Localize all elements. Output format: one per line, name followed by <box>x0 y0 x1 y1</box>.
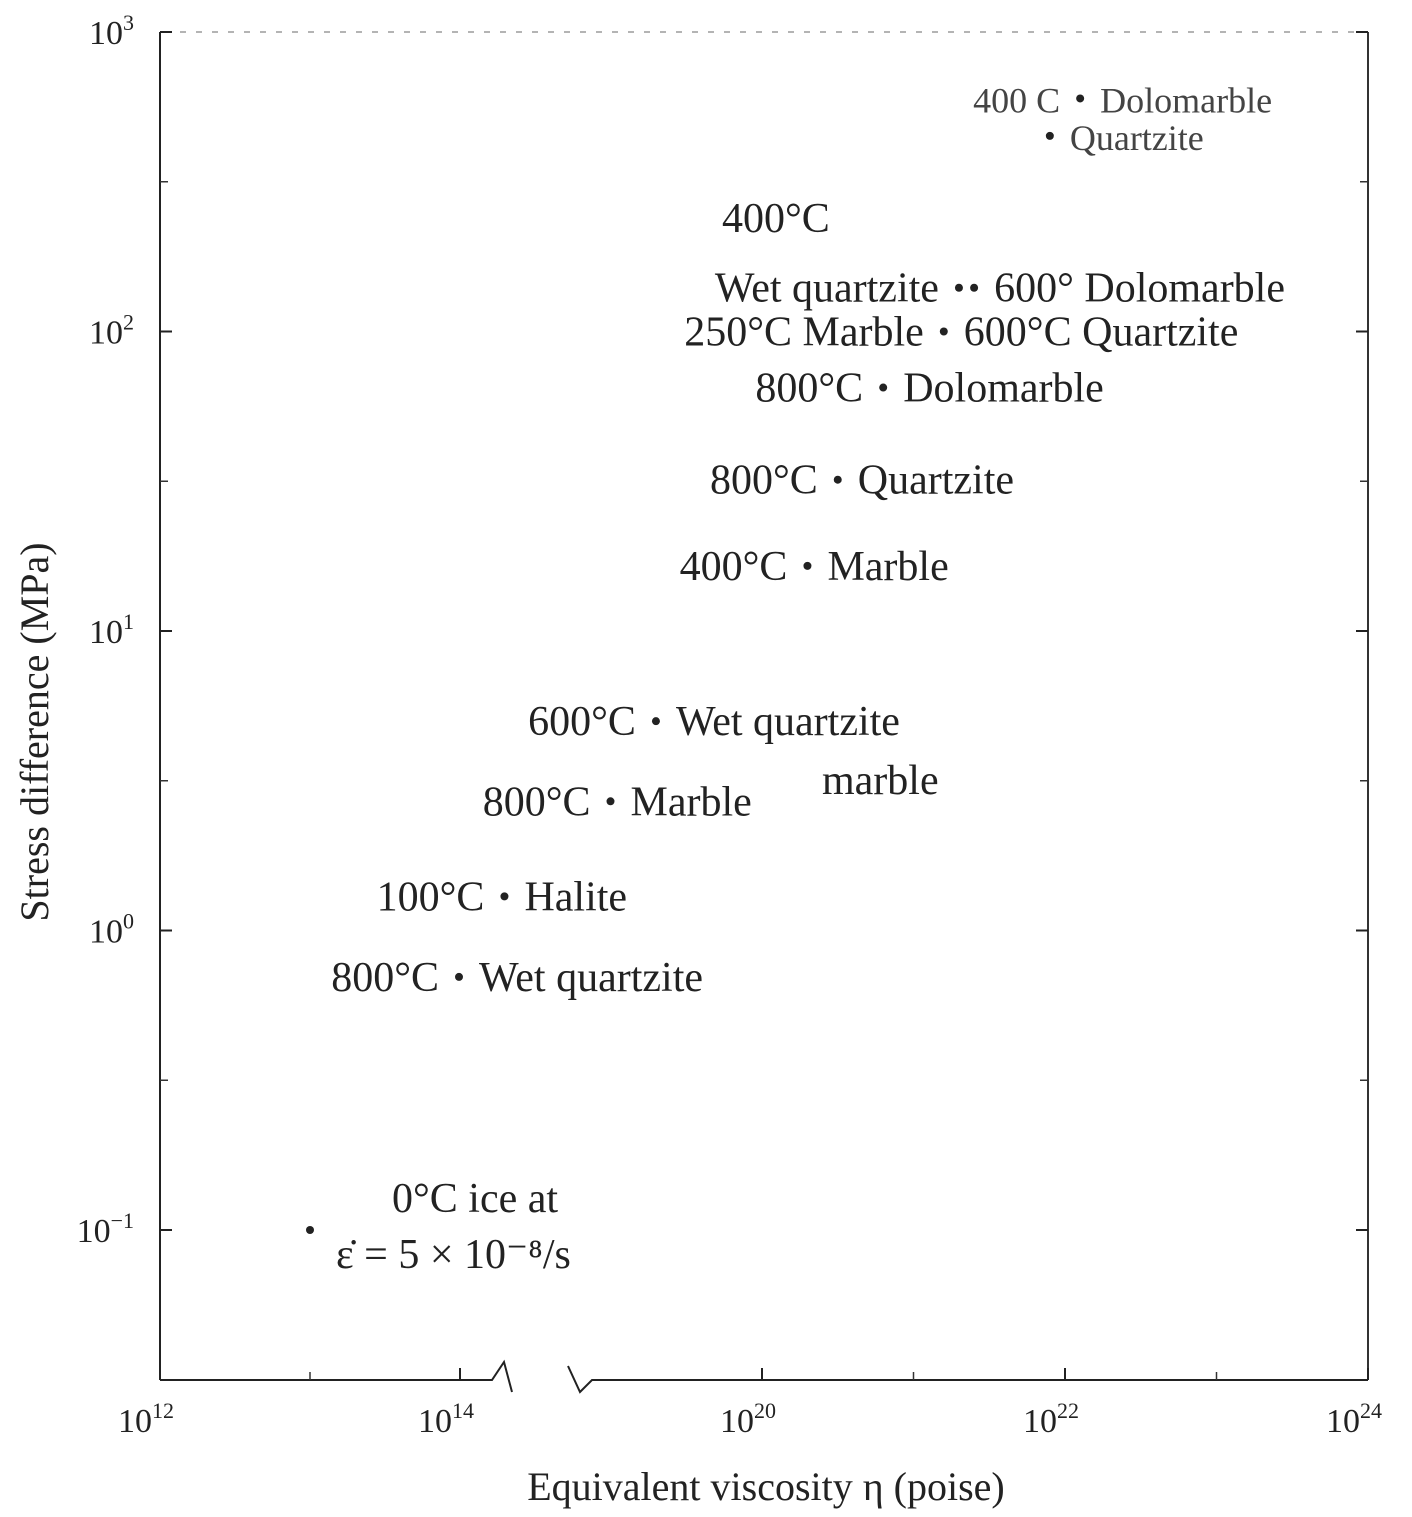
data-point <box>455 972 463 981</box>
point-label-right: Quartzite <box>858 458 1014 504</box>
annotation-marble: marble <box>822 758 939 804</box>
data-point <box>939 327 948 336</box>
data-points <box>306 94 1085 1234</box>
point-label-right: Marble <box>827 544 948 590</box>
x-tick-label: 1020 <box>720 1398 776 1440</box>
annotation-ice-line1: 0°C ice at <box>392 1176 558 1222</box>
data-point <box>879 383 888 392</box>
y-tick-label: 102 <box>89 310 134 352</box>
point-label-right: Dolomarble <box>1100 80 1272 120</box>
point-label-right: 600° Dolomarble <box>994 266 1285 312</box>
x-axis-line-left <box>160 1359 513 1393</box>
annotation-400c: 400°C <box>722 196 830 242</box>
data-point <box>803 561 812 570</box>
y-tick-label: 10−1 <box>77 1208 134 1250</box>
data-point <box>954 283 963 292</box>
y-axis: 103 102 101 100 10−1 <box>77 10 1368 1250</box>
point-label-left: 800°C <box>755 366 863 412</box>
point-label-left: 800°C <box>710 458 818 504</box>
point-label-left: 400 C <box>973 80 1060 120</box>
point-label-right: Halite <box>524 874 627 920</box>
y-tick-label: 103 <box>89 10 134 52</box>
data-point <box>651 717 660 726</box>
point-label-left: 800°C <box>483 779 591 825</box>
point-label-left: Wet quartzite <box>715 266 939 312</box>
x-axis-line-right <box>567 1365 1368 1394</box>
data-point <box>1045 131 1054 140</box>
point-label-right: Wet quartzite <box>479 955 703 1001</box>
y-tick-label: 100 <box>89 909 134 951</box>
point-label-right: Wet quartzite <box>676 699 900 745</box>
point-label-right: Quartzite <box>1070 118 1204 158</box>
data-point <box>970 283 979 292</box>
point-label-left: 100°C <box>377 874 485 920</box>
x-tick-label: 1024 <box>1326 1398 1382 1440</box>
point-label-right: Dolomarble <box>903 366 1104 412</box>
point-label-left: 600°C <box>528 699 636 745</box>
data-point <box>306 1226 314 1234</box>
x-tick-label: 1012 <box>118 1398 174 1440</box>
point-label-right: Marble <box>631 779 752 825</box>
annotation-ice-line2: ε̇ = 5 × 10⁻⁸/s <box>336 1232 571 1278</box>
y-tick-label: 101 <box>89 609 134 651</box>
x-tick-label: 1014 <box>418 1398 474 1440</box>
point-label-left: 400°C <box>680 544 788 590</box>
data-point <box>500 892 509 901</box>
data-point <box>606 797 615 806</box>
plot-frame <box>159 31 1369 1394</box>
x-tick-label: 1022 <box>1023 1398 1079 1440</box>
x-axis-label: Equivalent viscosity η (poise) <box>527 1464 1005 1509</box>
data-point <box>1076 94 1085 103</box>
point-label-left: 800°C <box>331 955 439 1001</box>
y-axis-label: Stress difference (MPa) <box>12 542 57 921</box>
x-axis: 1012 1014 1020 1022 1024 <box>118 1368 1382 1440</box>
point-label-right: 600°C Quartzite <box>964 310 1239 356</box>
point-label-left: 250°C Marble <box>684 310 924 356</box>
data-point <box>833 475 842 484</box>
